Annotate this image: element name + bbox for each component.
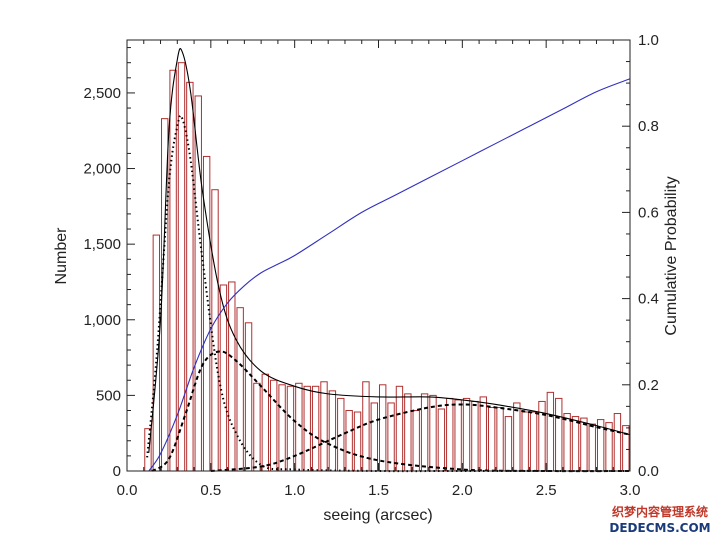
histogram-bar: [270, 379, 278, 472]
y2-tick-label: 0.8: [638, 118, 659, 135]
histogram-bar: [253, 382, 261, 472]
histogram-bar: [446, 397, 454, 472]
histogram-bar: [613, 413, 622, 472]
x-tick-label: 0.5: [200, 482, 221, 499]
histogram-bar: [194, 95, 202, 472]
histogram-bar: [454, 399, 462, 472]
y2-axis-title: Cumulative Probability: [663, 176, 680, 335]
histogram-bar: [328, 390, 337, 472]
y2-tick-label: 0.4: [638, 291, 659, 308]
histogram-bar: [412, 410, 420, 472]
x-tick-label: 0.0: [117, 482, 138, 499]
cumulative-probability-line: [148, 78, 631, 472]
x-tick-label: 2.5: [536, 482, 557, 499]
histogram-bar: [521, 411, 529, 472]
y-tick-label: 1,500: [83, 236, 121, 253]
histogram-bar: [487, 406, 496, 472]
y-tick-label: 2,000: [83, 161, 121, 178]
x-axis-title: seeing (arcsec): [323, 507, 432, 524]
histogram-bar: [353, 411, 362, 472]
x-axis-ticks: 0.0 0.5 1.0 1.5 2.0 2.5 3.0: [117, 40, 641, 499]
x-tick-label: 3.0: [620, 482, 641, 499]
y2-tick-label: 0.2: [638, 377, 659, 394]
histogram-bar: [496, 406, 504, 472]
histogram-bar: [420, 393, 429, 472]
histogram-bar: [345, 410, 353, 472]
y-axis-title: Number: [53, 227, 70, 285]
y-tick-label: 1,000: [83, 312, 121, 329]
histogram-bar: [228, 281, 236, 472]
fit-curve-3: [210, 403, 631, 472]
histogram-bar: [169, 69, 177, 472]
histogram-bar: [504, 416, 513, 472]
histogram-bar: [471, 400, 479, 472]
histogram-bar: [387, 402, 395, 472]
fit-curve-0: [148, 48, 631, 453]
histogram-bar: [261, 373, 270, 472]
y-tick-label: 0: [113, 463, 121, 480]
y2-tick-label: 0.6: [638, 204, 659, 221]
histogram-bar: [311, 385, 320, 472]
histogram-bar: [211, 189, 219, 472]
fit-curve-2: [151, 350, 631, 473]
y2-tick-label: 1.0: [638, 32, 659, 49]
histogram-bar: [379, 384, 387, 472]
fit-curves: [146, 48, 631, 473]
histogram-bar: [236, 307, 244, 472]
histogram-bar: [479, 396, 487, 472]
watermark-line2: DEDECMS.COM: [609, 521, 710, 535]
histogram-bars: [144, 62, 630, 472]
y2-tick-label: 0.0: [638, 463, 659, 480]
histogram-bar: [462, 397, 471, 472]
histogram-bar: [563, 413, 571, 472]
x-tick-label: 1.5: [368, 482, 389, 499]
x-tick-label: 1.0: [284, 482, 305, 499]
y2-axis-ticks: 0.0 0.2 0.4 0.6 0.8 1.0: [622, 32, 659, 480]
histogram-bar: [580, 417, 588, 472]
histogram-bar: [546, 391, 555, 472]
histogram-bar: [437, 408, 446, 472]
histogram-bar: [513, 402, 521, 472]
x-tick-label: 2.0: [452, 482, 473, 499]
histogram-bar: [571, 416, 580, 472]
histogram-bar: [395, 385, 404, 472]
y-tick-label: 500: [96, 387, 121, 404]
histogram-bar: [320, 381, 328, 472]
y-tick-label: 2,500: [83, 85, 121, 102]
histogram-bar: [404, 393, 412, 472]
watermark-line1: 织梦内容管理系统: [612, 504, 708, 519]
histogram-bar: [278, 384, 286, 472]
y-axis-ticks: 0 500 1,000 1,500 2,000 2,500: [83, 47, 135, 480]
histogram-bar: [555, 397, 563, 472]
histogram-bar: [529, 411, 538, 472]
histogram-bar: [588, 423, 596, 472]
histogram-bar: [244, 322, 253, 472]
